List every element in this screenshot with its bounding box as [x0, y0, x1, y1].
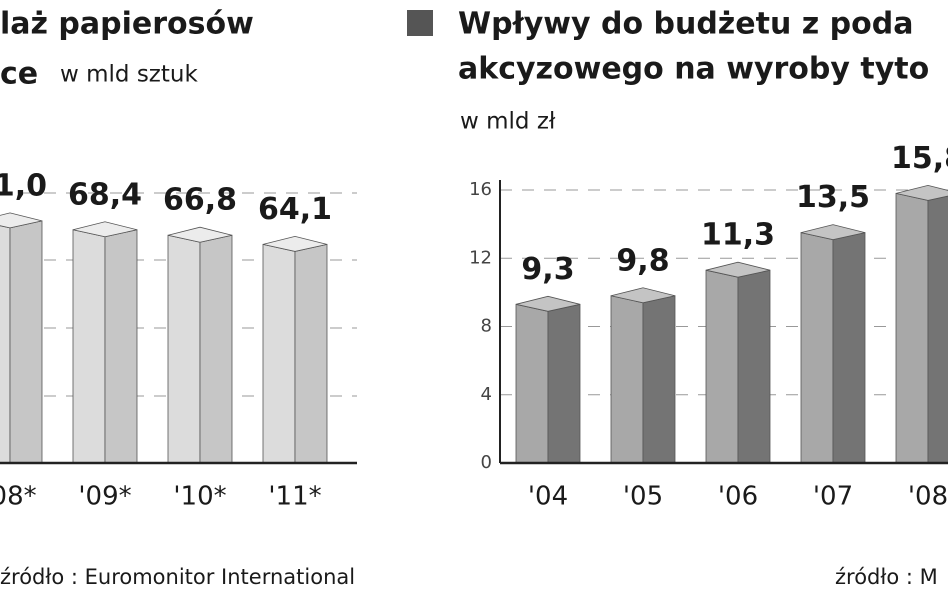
x-tick-label: '10* [173, 482, 226, 512]
value-label: 9,3 [521, 252, 574, 287]
x-tick-label: '09* [78, 482, 131, 512]
y-tick-label: 16 [469, 179, 492, 200]
y-tick-label: 4 [481, 384, 492, 405]
x-tick-label: '05 [623, 482, 663, 512]
unit-label: w mld zł [460, 109, 556, 135]
value-label: 66,8 [163, 183, 237, 218]
bar-right-face [642, 295, 676, 464]
bar-right-face [104, 229, 138, 464]
bar-right-face [547, 303, 581, 464]
bar-left-face [72, 229, 106, 464]
value-label: 68,4 [68, 177, 142, 212]
value-label: 64,1 [258, 192, 332, 227]
value-label: 71,0 [0, 168, 47, 203]
bar-left-face [895, 192, 929, 464]
bar-top [515, 295, 581, 312]
x-tick-label: '11* [268, 482, 321, 512]
legend-square [407, 10, 433, 36]
bar-top [895, 185, 948, 201]
bar-right-face [199, 234, 233, 464]
x-tick-label: '08 [908, 482, 948, 512]
unit-label: w mld sztuk [60, 62, 198, 88]
x-tick-label: '07 [813, 482, 853, 512]
bar-left-face [0, 225, 11, 464]
bar-top [262, 236, 328, 252]
value-label: 11,3 [701, 218, 775, 253]
value-label: 9,8 [616, 243, 669, 278]
value-label: 15,8 [891, 141, 948, 176]
bar-left-face [705, 269, 739, 464]
bar-right-face [9, 220, 43, 464]
source: źródło : Euromonitor International [0, 565, 355, 589]
bar-left-face [610, 295, 644, 464]
chart-title: akcyzowego na wyroby tyto [458, 52, 929, 87]
bar-right-face [832, 232, 866, 464]
bar-top [167, 226, 233, 243]
chart-title: Wpływy do budżetu z poda [458, 7, 913, 42]
bar-top [610, 287, 676, 304]
source: źródło : M [835, 565, 938, 589]
value-label: 13,5 [796, 180, 870, 215]
bar-top [705, 261, 771, 278]
bar-right-face [927, 195, 948, 464]
bar-left-face [515, 303, 549, 464]
bar-left-face [262, 243, 296, 464]
bar-right-face [737, 269, 771, 464]
chart-title: ce [0, 57, 38, 92]
bar-right-face [294, 243, 328, 464]
y-tick-label: 0 [481, 452, 492, 473]
bar-top [0, 212, 43, 229]
bar-top [800, 224, 866, 241]
bar-left-face [800, 232, 834, 464]
x-tick-label: '08* [0, 482, 37, 512]
bar-left-face [167, 234, 201, 464]
y-tick-label: 8 [481, 316, 492, 337]
chart-title: laż papierosów [0, 7, 254, 42]
x-tick-label: '06 [718, 482, 758, 512]
bar-top [72, 221, 138, 238]
x-tick-label: '04 [528, 482, 568, 512]
y-tick-label: 12 [469, 247, 492, 268]
